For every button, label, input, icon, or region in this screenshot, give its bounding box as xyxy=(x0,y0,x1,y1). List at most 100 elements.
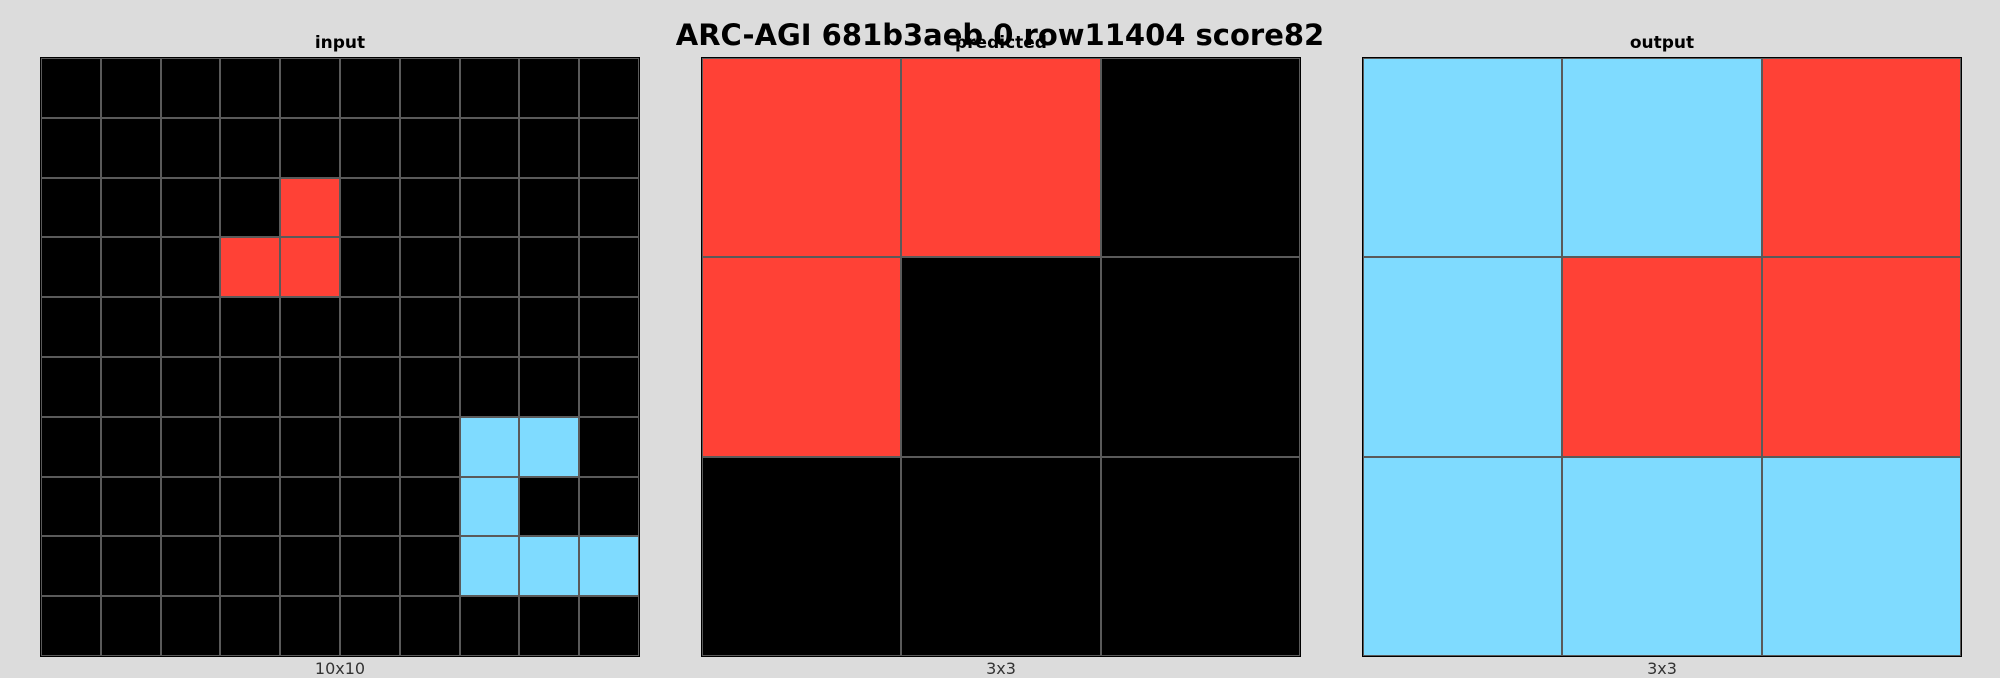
input-grid xyxy=(40,57,640,657)
grid-cell xyxy=(100,596,161,656)
grid-cell xyxy=(280,58,340,118)
grid-cell xyxy=(280,117,340,178)
grid-cell xyxy=(459,237,520,298)
grid-cell xyxy=(399,237,460,298)
output-panel-title: output xyxy=(1629,33,1695,53)
grid-cell xyxy=(280,416,340,477)
grid-cell xyxy=(41,356,101,417)
grid-cell xyxy=(160,416,221,477)
grid-cell xyxy=(41,596,101,656)
input-panel: input 10x10 xyxy=(40,0,640,678)
grid-cell xyxy=(339,237,400,298)
grid-cell xyxy=(1363,257,1563,457)
grid-cell xyxy=(220,237,281,298)
grid-cell xyxy=(160,177,221,238)
grid-cell xyxy=(100,297,161,357)
grid-cell xyxy=(519,237,580,298)
grid-cell xyxy=(579,58,639,118)
grid-cell xyxy=(459,117,520,178)
grid-cell xyxy=(160,356,221,417)
grid-cell xyxy=(579,596,639,656)
grid-cell xyxy=(1363,58,1563,258)
grid-cell xyxy=(702,456,902,656)
grid-cell xyxy=(339,297,400,357)
grid-cell xyxy=(339,356,400,417)
grid-cell xyxy=(280,536,340,597)
grid-cell xyxy=(220,596,281,656)
grid-cell xyxy=(519,297,580,357)
grid-cell xyxy=(519,58,580,118)
grid-cell xyxy=(901,257,1101,457)
grid-cell xyxy=(160,596,221,656)
predicted-grid xyxy=(701,57,1301,657)
grid-cell xyxy=(280,177,340,238)
grid-cell xyxy=(459,297,520,357)
grid-cell xyxy=(220,117,281,178)
grid-cell xyxy=(519,117,580,178)
grid-cell xyxy=(160,58,221,118)
grid-cell xyxy=(220,416,281,477)
grid-cell xyxy=(459,416,520,477)
grid-cell xyxy=(339,476,400,537)
grid-cell xyxy=(1100,456,1300,656)
grid-cell xyxy=(41,237,101,298)
output-size-label: 3x3 xyxy=(1647,659,1677,678)
grid-cell xyxy=(160,297,221,357)
grid-cell xyxy=(220,58,281,118)
predicted-panel: predicted 3x3 xyxy=(701,0,1301,678)
grid-cell xyxy=(519,596,580,656)
grid-cell xyxy=(579,536,639,597)
grid-cell xyxy=(1562,257,1762,457)
grid-cell xyxy=(459,596,520,656)
grid-cell xyxy=(459,356,520,417)
grid-cell xyxy=(579,297,639,357)
grid-cell xyxy=(579,476,639,537)
grid-cell xyxy=(41,416,101,477)
grid-cell xyxy=(1100,58,1300,258)
grid-cell xyxy=(100,356,161,417)
grid-cell xyxy=(100,237,161,298)
grid-cell xyxy=(100,416,161,477)
grid-cell xyxy=(160,117,221,178)
grid-cell xyxy=(702,58,902,258)
predicted-panel-title: predicted xyxy=(955,33,1047,53)
grid-cell xyxy=(399,58,460,118)
grid-cell xyxy=(399,476,460,537)
grid-cell xyxy=(1562,456,1762,656)
grid-cell xyxy=(220,177,281,238)
grid-cell xyxy=(519,416,580,477)
grid-cell xyxy=(519,177,580,238)
grid-cell xyxy=(1100,257,1300,457)
grid-cell xyxy=(519,476,580,537)
grid-cell xyxy=(339,58,400,118)
grid-cell xyxy=(160,237,221,298)
grid-cell xyxy=(100,117,161,178)
output-panel: output 3x3 xyxy=(1362,0,1962,678)
grid-cell xyxy=(220,297,281,357)
grid-cell xyxy=(399,297,460,357)
grid-cell xyxy=(1761,257,1961,457)
grid-cell xyxy=(459,536,520,597)
grid-cell xyxy=(220,476,281,537)
grid-cell xyxy=(280,356,340,417)
grid-cell xyxy=(160,476,221,537)
main-title: ARC-AGI 681b3aeb 0 row11404 score82 xyxy=(675,18,1325,52)
grid-cell xyxy=(579,356,639,417)
grid-cell xyxy=(579,117,639,178)
input-size-label: 10x10 xyxy=(314,659,366,678)
grid-cell xyxy=(280,596,340,656)
output-grid xyxy=(1362,57,1962,657)
grid-cell xyxy=(901,456,1101,656)
grid-cell xyxy=(1761,456,1961,656)
grid-cell xyxy=(339,117,400,178)
grid-cell xyxy=(459,177,520,238)
grid-cell xyxy=(1562,58,1762,258)
grid-cell xyxy=(399,177,460,238)
grid-cell xyxy=(100,177,161,238)
grid-cell xyxy=(41,117,101,178)
grid-cell xyxy=(220,536,281,597)
grid-cell xyxy=(579,237,639,298)
grid-cell xyxy=(519,536,580,597)
grid-cell xyxy=(100,58,161,118)
grid-cell xyxy=(399,416,460,477)
